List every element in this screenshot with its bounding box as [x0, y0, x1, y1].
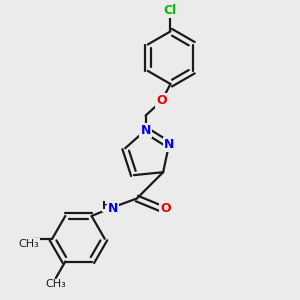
Text: N: N — [140, 124, 151, 136]
Text: Cl: Cl — [164, 4, 177, 17]
Text: O: O — [156, 94, 167, 107]
Text: CH₃: CH₃ — [45, 279, 66, 290]
Text: CH₃: CH₃ — [18, 239, 39, 249]
Text: N: N — [164, 138, 174, 151]
Text: N: N — [108, 202, 118, 214]
Text: H: H — [102, 201, 112, 211]
Text: O: O — [160, 202, 171, 214]
